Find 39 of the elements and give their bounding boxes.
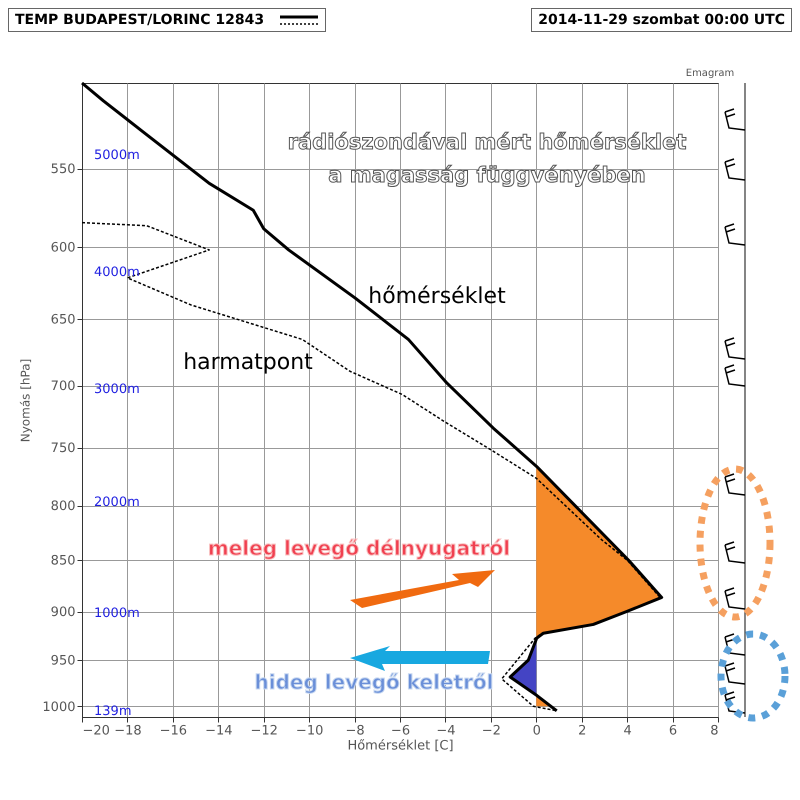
y-tick-label: 700 <box>50 379 76 394</box>
y-axis-title: Nyomás [hPa] <box>18 358 32 442</box>
x-tick-label: 6 <box>668 724 678 738</box>
x-tick-label: −8 <box>345 724 365 738</box>
text: Emagram <box>686 68 734 79</box>
x-tick-label: −12 <box>250 724 278 738</box>
x-tick-label: 8 <box>710 724 718 738</box>
y-tick-label: 900 <box>50 605 76 620</box>
series-label: harmatpont <box>183 350 314 375</box>
y-tick-label: 750 <box>50 441 76 456</box>
y-tick-label: 950 <box>50 654 76 669</box>
annotation: 4000m <box>94 265 140 280</box>
x-tick-label: −2 <box>482 724 501 738</box>
annotation: 2000m <box>94 495 140 510</box>
x-tick-label: −6 <box>390 724 410 738</box>
x-tick-label: −14 <box>205 724 233 738</box>
x-tick-label: 2 <box>578 724 586 738</box>
y-tick-label: 800 <box>50 499 76 514</box>
series-label: hőmérséklet <box>368 284 506 309</box>
y-tick-label: 600 <box>50 240 76 256</box>
y-tick-label: 650 <box>50 312 76 328</box>
x-tick-label: −10 <box>296 724 324 738</box>
annotation: 3000m <box>94 382 140 397</box>
annotation: meleg levegő délnyugatról <box>208 536 510 560</box>
y-tick-label: 550 <box>50 162 76 178</box>
chart-subtitle: 2014-11-29 szombat 00:00 UTC <box>531 8 792 32</box>
x-tick-label: 4 <box>624 724 632 738</box>
annotation: 5000m <box>94 148 140 163</box>
x-tick-label: −16 <box>160 724 188 738</box>
x-tick-label: −4 <box>436 724 456 738</box>
annotation: 1000m <box>94 606 140 621</box>
chart-title: TEMP BUDAPEST/LORINC 12843 <box>15 12 264 28</box>
x-tick-label: −18 <box>114 724 142 738</box>
y-tick-label: 850 <box>50 554 76 569</box>
x-tick-label: −20 <box>82 724 110 738</box>
y-tick-label: 1000 <box>42 700 76 715</box>
annotation: 139m <box>94 704 132 719</box>
x-tick-label: 0 <box>532 724 541 738</box>
x-axis-title: Hőmérséklet [C] <box>347 738 454 754</box>
